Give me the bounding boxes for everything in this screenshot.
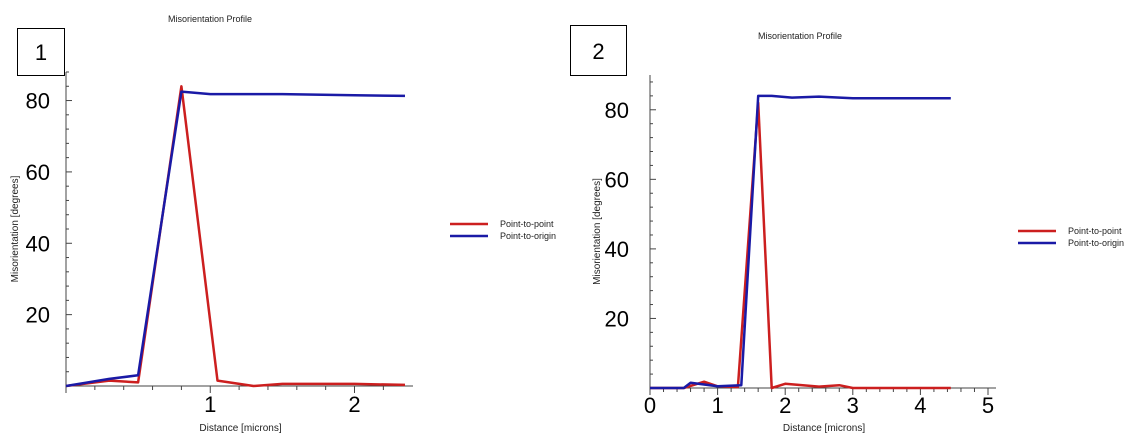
series-line-point-to-point: [65, 85, 406, 388]
series-line-point-to-point: [650, 101, 951, 390]
y-tick-label: 80: [26, 89, 50, 114]
x-axis-label: Distance [microns]: [783, 423, 865, 434]
legend-label: Point-to-origin: [1068, 238, 1124, 248]
legend-label: Point-to-point: [1068, 226, 1122, 236]
x-tick-label: 4: [914, 393, 926, 418]
x-tick-label: 2: [779, 393, 791, 418]
y-tick-label: 20: [605, 306, 629, 331]
panel-label: 1: [17, 28, 65, 76]
x-axis-label: Distance [microns]: [199, 423, 281, 434]
y-axis-label: Misorientation [degrees]: [592, 178, 603, 285]
legend-label: Point-to-point: [500, 219, 554, 229]
x-tick-label: 1: [711, 393, 723, 418]
series-line-point-to-origin: [650, 94, 951, 390]
x-tick-label: 1: [204, 392, 216, 417]
chart-title: Misorientation Profile: [168, 14, 252, 24]
legend-label: Point-to-origin: [500, 231, 556, 241]
y-tick-label: 20: [26, 303, 50, 328]
chart-panel-1: 1 Misorientation Profile 20 40 60 80 1 2 Distan…: [0, 0, 570, 437]
y-tick-label: 40: [26, 231, 50, 256]
chart-panel-2: 2 Misorientation Profile 20 40 60 80 0 1 2 3 4 5 Di…: [570, 0, 1137, 437]
panel-label: 2: [570, 25, 627, 76]
x-tick-label: 2: [348, 392, 360, 417]
y-tick-label: 60: [605, 167, 629, 192]
y-tick-label: 40: [605, 237, 629, 262]
y-tick-label: 60: [26, 160, 50, 185]
x-tick-label: 0: [644, 393, 656, 418]
series-line-point-to-origin: [65, 90, 406, 388]
chart-svg: Misorientation Profile 20 40 60 80 1 2 Distance…: [10, 14, 556, 434]
y-tick-label: 80: [605, 98, 629, 123]
x-tick-label: 3: [847, 393, 859, 418]
x-tick-label: 5: [982, 393, 994, 418]
chart-title: Misorientation Profile: [758, 31, 842, 41]
y-axis-label: Misorientation [degrees]: [10, 175, 21, 282]
chart-svg: Misorientation Profile 20 40 60 80 0 1 2 3 4 5 Dist…: [592, 31, 1124, 434]
